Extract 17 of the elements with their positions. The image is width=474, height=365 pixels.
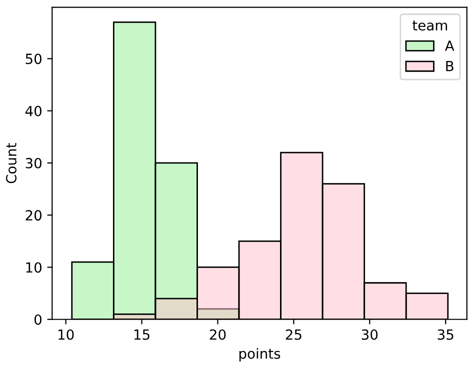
y-tick-label: 30 [26,158,42,168]
legend-label: B [446,61,454,72]
legend-title: team [412,20,448,31]
x-tick-label: 20 [210,329,226,340]
y-tick-label: 50 [26,54,42,64]
y-tick-label: 40 [25,106,42,116]
x-tick-label: 10 [58,329,74,340]
y-tick-label: 10 [26,262,42,273]
x-tick-label: 25 [286,329,302,340]
x-axis-title: points [239,348,280,362]
x-tick-label: 30 [362,329,378,340]
legend-label: A [444,40,454,51]
x-tick-label: 15 [134,330,150,340]
y-tick-label: 0 [34,314,42,325]
y-tick-label: 20 [26,210,42,221]
y-axis-title: Count [6,143,16,184]
x-tick-label: 35 [438,329,454,340]
